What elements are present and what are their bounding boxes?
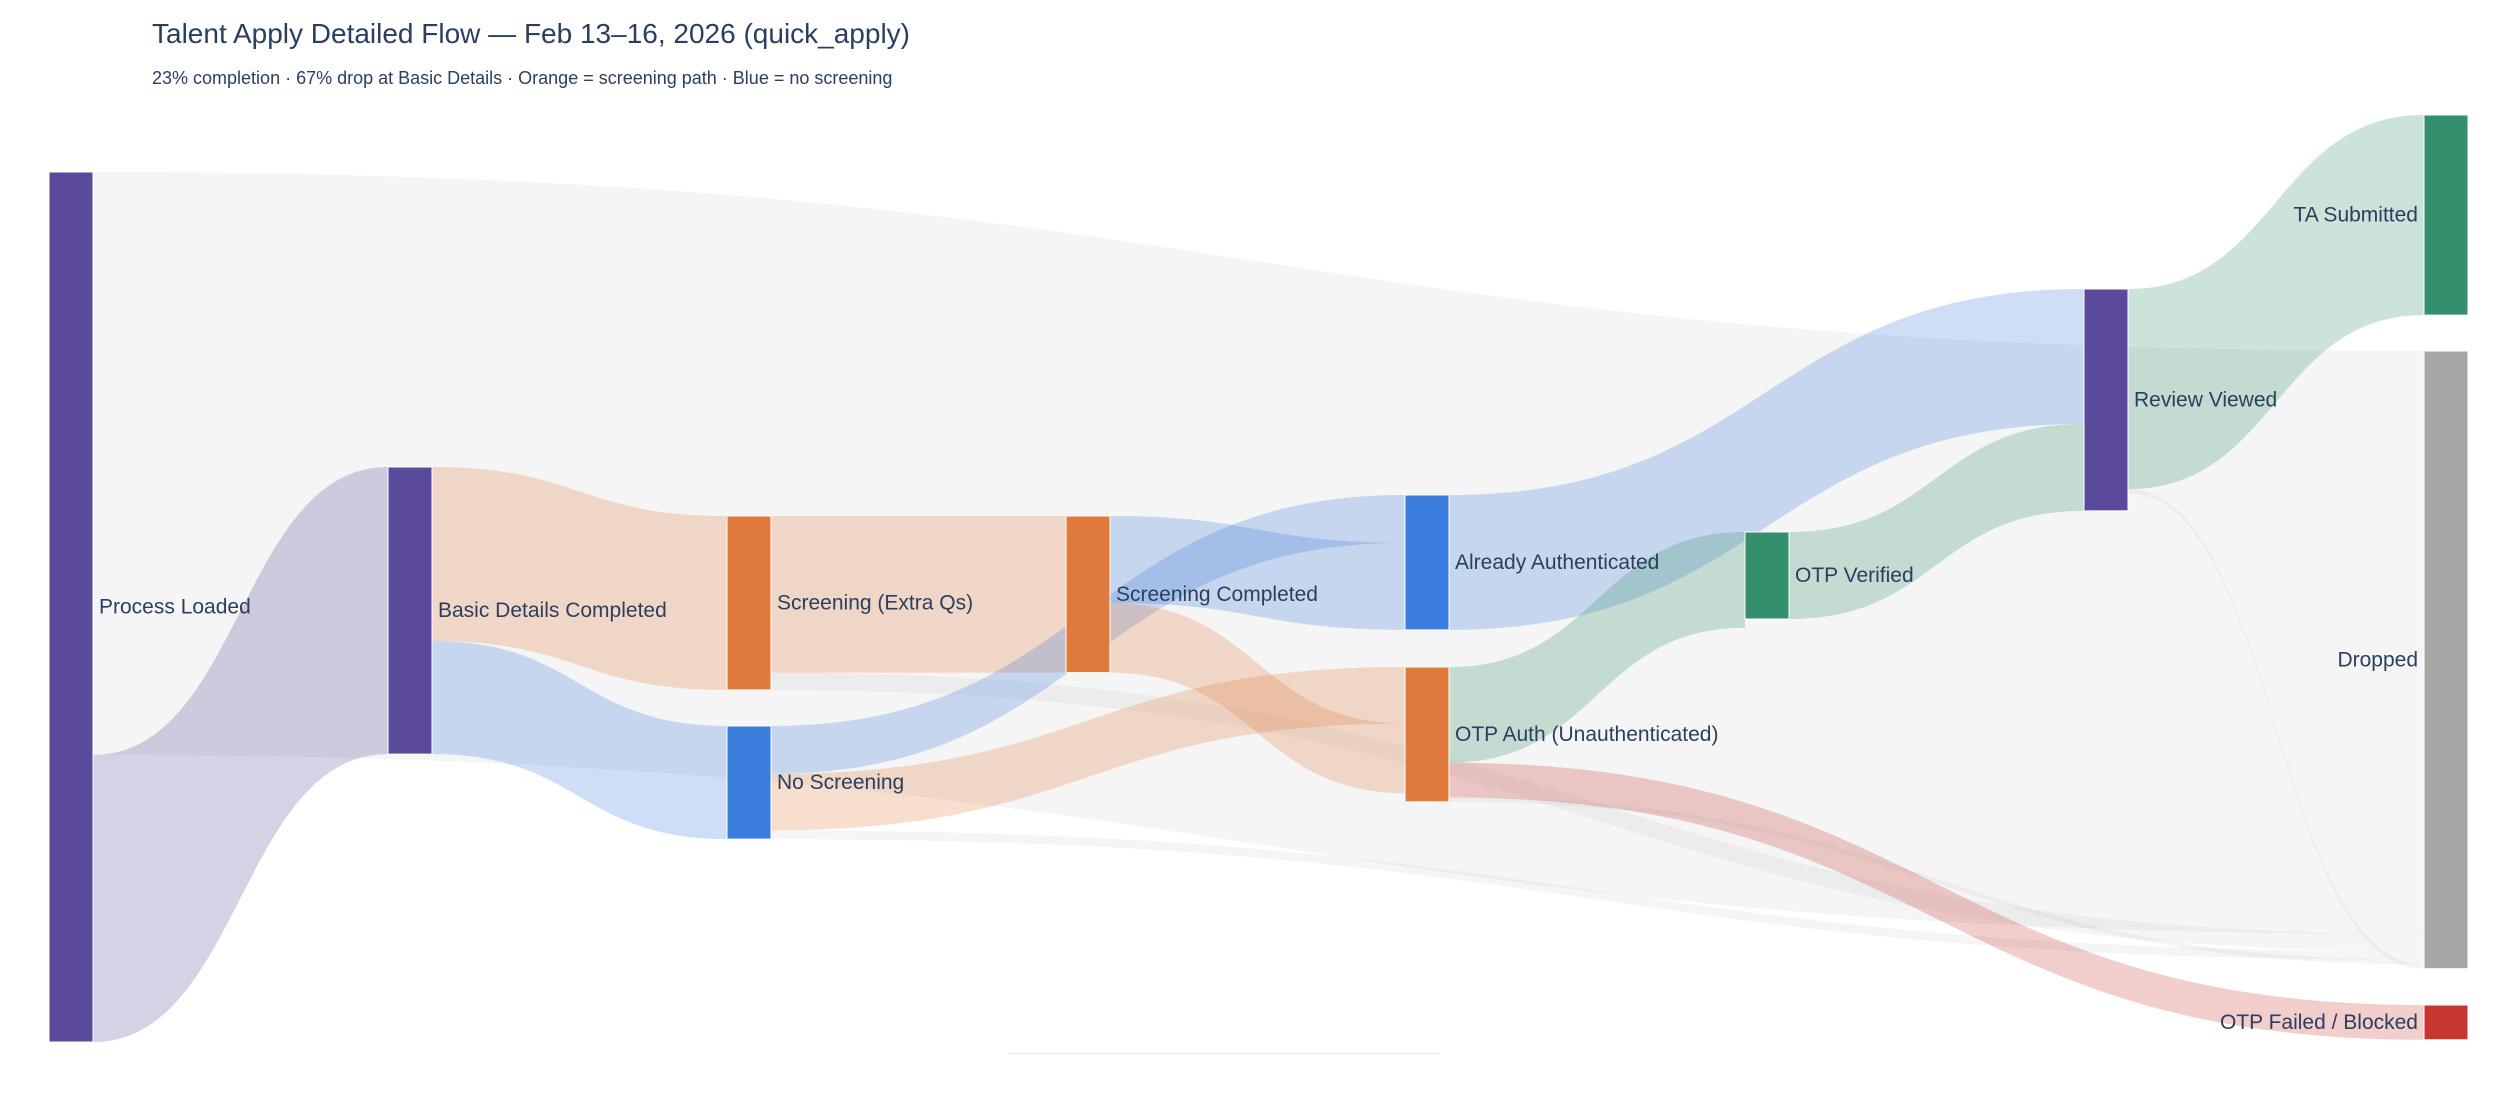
label-review-viewed: Review Viewed: [2134, 388, 2277, 411]
node-no-screening[interactable]: [726, 725, 772, 840]
label-ta-submitted: TA Submitted: [2293, 204, 2418, 227]
node-basic-details[interactable]: [387, 466, 433, 755]
link-screening_extra-to-screening_completed[interactable]: [771, 516, 1066, 673]
labels-layer: Process Loaded Basic Details Completed Scr…: [99, 204, 2418, 1034]
nodes-layer: [48, 114, 2469, 1043]
node-already-auth[interactable]: [1404, 494, 1450, 631]
node-otp-verified[interactable]: [1744, 531, 1790, 620]
link-screening_completed-to-otp_auth[interactable]: [1110, 603, 1405, 794]
node-process-loaded[interactable]: [48, 171, 94, 1043]
node-dropped[interactable]: [2423, 350, 2469, 970]
label-otp-verified: OTP Verified: [1795, 564, 1914, 587]
node-review-viewed[interactable]: [2083, 288, 2129, 512]
link-otp_auth-to-dropped[interactable]: [1449, 797, 2424, 965]
label-otp-failed: OTP Failed / Blocked: [2220, 1011, 2418, 1034]
chart-title: Talent Apply Detailed Flow — Feb 13–16, …: [152, 18, 910, 49]
link-otp_auth-to-otp_failed[interactable]: [1449, 762, 2424, 1040]
label-already-auth: Already Authenticated: [1455, 551, 1659, 574]
node-screening-completed[interactable]: [1065, 515, 1111, 674]
label-screening-completed: Screening Completed: [1116, 583, 1318, 606]
link-basic_details-to-no_screening[interactable]: [432, 641, 727, 840]
link-no_screening-to-dropped[interactable]: [771, 830, 2424, 960]
link-screening_extra-to-dropped[interactable]: [771, 672, 2424, 952]
node-ta-submitted[interactable]: [2423, 114, 2469, 316]
link-no_screening-to-otp_auth[interactable]: [771, 667, 1405, 831]
label-dropped: Dropped: [2337, 648, 2418, 671]
node-screening-extra[interactable]: [726, 515, 772, 691]
label-screening-extra: Screening (Extra Qs): [777, 592, 973, 615]
label-no-screening: No Screening: [777, 771, 904, 794]
chart-subtitle: 23% completion · 67% drop at Basic Detai…: [152, 68, 893, 88]
link-process_loaded-to-dropped[interactable]: [93, 172, 2424, 934]
link-otp_verified-to-review_viewed[interactable]: [1789, 423, 2084, 619]
link-already_auth-to-review_viewed[interactable]: [1449, 289, 2084, 630]
node-otp-auth[interactable]: [1404, 666, 1450, 803]
link-review_viewed-to-ta_submitted[interactable]: [2128, 115, 2424, 490]
link-basic_details-to-screening_extra[interactable]: [432, 467, 727, 690]
label-otp-auth: OTP Auth (Unauthenticated): [1455, 723, 1718, 746]
label-process-loaded: Process Loaded: [99, 596, 251, 619]
divider: [1010, 1053, 1438, 1054]
link-review_viewed-to-dropped[interactable]: [2128, 489, 2424, 969]
link-screening_completed-to-already_auth[interactable]: [1110, 516, 1405, 630]
node-otp-failed[interactable]: [2423, 1004, 2469, 1041]
label-basic-details: Basic Details Completed: [438, 599, 667, 622]
link-process_loaded-to-basic_details[interactable]: [93, 467, 388, 1042]
links-layer: [93, 115, 2424, 1042]
link-otp_auth-to-otp_verified[interactable]: [1449, 532, 1745, 763]
